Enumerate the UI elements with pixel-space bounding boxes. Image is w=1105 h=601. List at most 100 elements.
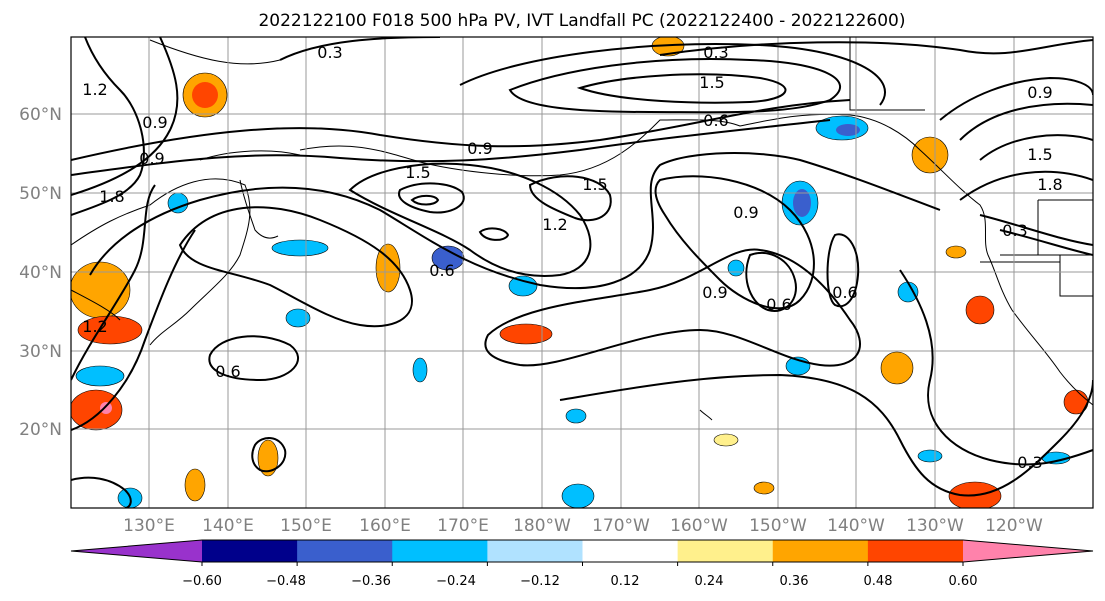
longitude-labels: 130°E 140°E 150°E 160°E 170°E 180°W 170°…: [123, 516, 1043, 536]
colorbar-tick: −0.48: [266, 574, 306, 589]
anomaly-patch: [753, 481, 775, 495]
colorbar-tick: −0.60: [182, 574, 222, 589]
pv-contour: [979, 214, 1093, 246]
figure-title: 2022122100 F018 500 hPa PV, IVT Landfall…: [258, 11, 905, 31]
anomaly-patch: [75, 365, 125, 387]
colorbar-block: [772, 540, 869, 562]
anomaly-patch: [100, 402, 112, 414]
pv-contour: [959, 170, 1093, 201]
pv-contour: [559, 373, 1093, 497]
contour-label: 1.2: [542, 215, 567, 234]
pv-contour: [654, 175, 815, 310]
colorbar-tick: 0.24: [695, 574, 724, 589]
pv-contour: [208, 335, 300, 382]
pv-contour: [348, 162, 592, 277]
colorbar-block: [867, 540, 964, 562]
colorbar-block: [677, 540, 774, 562]
anomaly-patch: [499, 323, 553, 345]
pv-contour: [999, 229, 1093, 256]
lon-label: 150°W: [749, 516, 807, 536]
pv-contour: [528, 175, 612, 222]
colorbar-tick: −0.24: [436, 574, 476, 589]
lon-label: 160°W: [670, 516, 728, 536]
contour-label: 0.9: [702, 283, 727, 302]
colorbar-tick: 0.12: [611, 574, 640, 589]
pv-contour: [745, 252, 797, 312]
contour-label: 0.9: [467, 139, 492, 158]
anomaly-patch: [71, 389, 123, 431]
anomaly-patch: [836, 124, 860, 136]
contour-label: 0.9: [139, 149, 164, 168]
lon-label: 170°E: [437, 516, 489, 536]
lat-label: 60°N: [19, 105, 62, 125]
anomaly-patch: [257, 439, 279, 477]
pv-contour: [71, 476, 132, 508]
contour-label: 1.5: [1027, 145, 1052, 164]
anomaly-patch: [184, 468, 206, 502]
colorbar-tick: −0.12: [520, 574, 560, 589]
contour-label: 0.6: [429, 261, 454, 280]
pv-contour: [959, 102, 1093, 141]
pv-contour: [979, 134, 1093, 161]
colorbar-block: [582, 540, 679, 562]
pv-contour: [939, 76, 1093, 121]
lat-label: 20°N: [19, 420, 62, 440]
pv-contour: [251, 437, 287, 473]
anomaly-patch: [793, 189, 811, 217]
anomaly-patch: [880, 351, 914, 385]
pv-contour: [576, 73, 787, 104]
pv-contour: [826, 233, 860, 308]
pv-contour: [71, 37, 179, 196]
lon-label: 140°E: [202, 516, 254, 536]
lon-label: 170°W: [592, 516, 650, 536]
contour-label: 1.2: [82, 80, 107, 99]
anomaly-patch: [508, 275, 538, 297]
pv-contours: [71, 37, 1093, 508]
pv-contour: [178, 206, 413, 328]
lat-label: 40°N: [19, 263, 62, 283]
anomaly-patch: [271, 239, 329, 257]
pv-contour: [71, 229, 196, 431]
contour-label: 0.9: [733, 203, 758, 222]
colorbar-extend-min: [71, 540, 202, 562]
lon-label: 130°W: [906, 516, 964, 536]
anomaly-patch: [713, 433, 739, 447]
pv-contour: [71, 184, 156, 381]
lon-label: 120°W: [985, 516, 1043, 536]
contour-label: 0.3: [317, 43, 342, 62]
lon-label: 130°E: [123, 516, 175, 536]
anomaly-patch: [285, 308, 311, 328]
pv-contour: [398, 182, 465, 214]
contour-label: 1.8: [1037, 175, 1062, 194]
contour-label: 0.9: [1027, 83, 1052, 102]
colorbar-tick: 0.48: [864, 574, 893, 589]
anomaly-patch: [71, 261, 131, 319]
contour-label: 0.6: [832, 283, 857, 302]
contour-labels: 0.3 0.3 0.3 0.3 0.6 0.6 0.6 0.6 0.6 0.9 …: [82, 43, 1062, 472]
lon-label: 150°E: [280, 516, 332, 536]
anomaly-patch: [565, 408, 587, 424]
lat-label: 50°N: [19, 184, 62, 204]
map-panel: 0.3 0.3 0.3 0.3 0.6 0.6 0.6 0.6 0.6 0.9 …: [19, 36, 1094, 536]
contour-label: 1.5: [405, 163, 430, 182]
pv-contour: [484, 248, 861, 367]
contour-label: 1.5: [699, 73, 724, 92]
colorbar-block: [487, 540, 583, 562]
contour-label: 0.3: [1017, 453, 1042, 472]
pv-contour: [478, 227, 510, 241]
anomaly-patch: [965, 295, 995, 325]
anomaly-patch: [897, 281, 919, 303]
anomaly-patch: [412, 357, 428, 383]
colorbar-tick: 0.36: [780, 574, 809, 589]
pv-contour: [71, 37, 145, 216]
lat-label: 30°N: [19, 342, 62, 362]
colorbar-block: [392, 540, 488, 562]
contour-label: 1.8: [99, 187, 124, 206]
pv-contour: [89, 152, 941, 289]
colorbar-ticks: −0.60 −0.48 −0.36 −0.24 −0.12 0.12 0.24 …: [182, 574, 977, 589]
pv-contour: [71, 119, 831, 176]
lon-label: 180°W: [513, 516, 571, 536]
colorbar-tick: 0.60: [949, 574, 978, 589]
contour-label: 0.6: [766, 295, 791, 314]
